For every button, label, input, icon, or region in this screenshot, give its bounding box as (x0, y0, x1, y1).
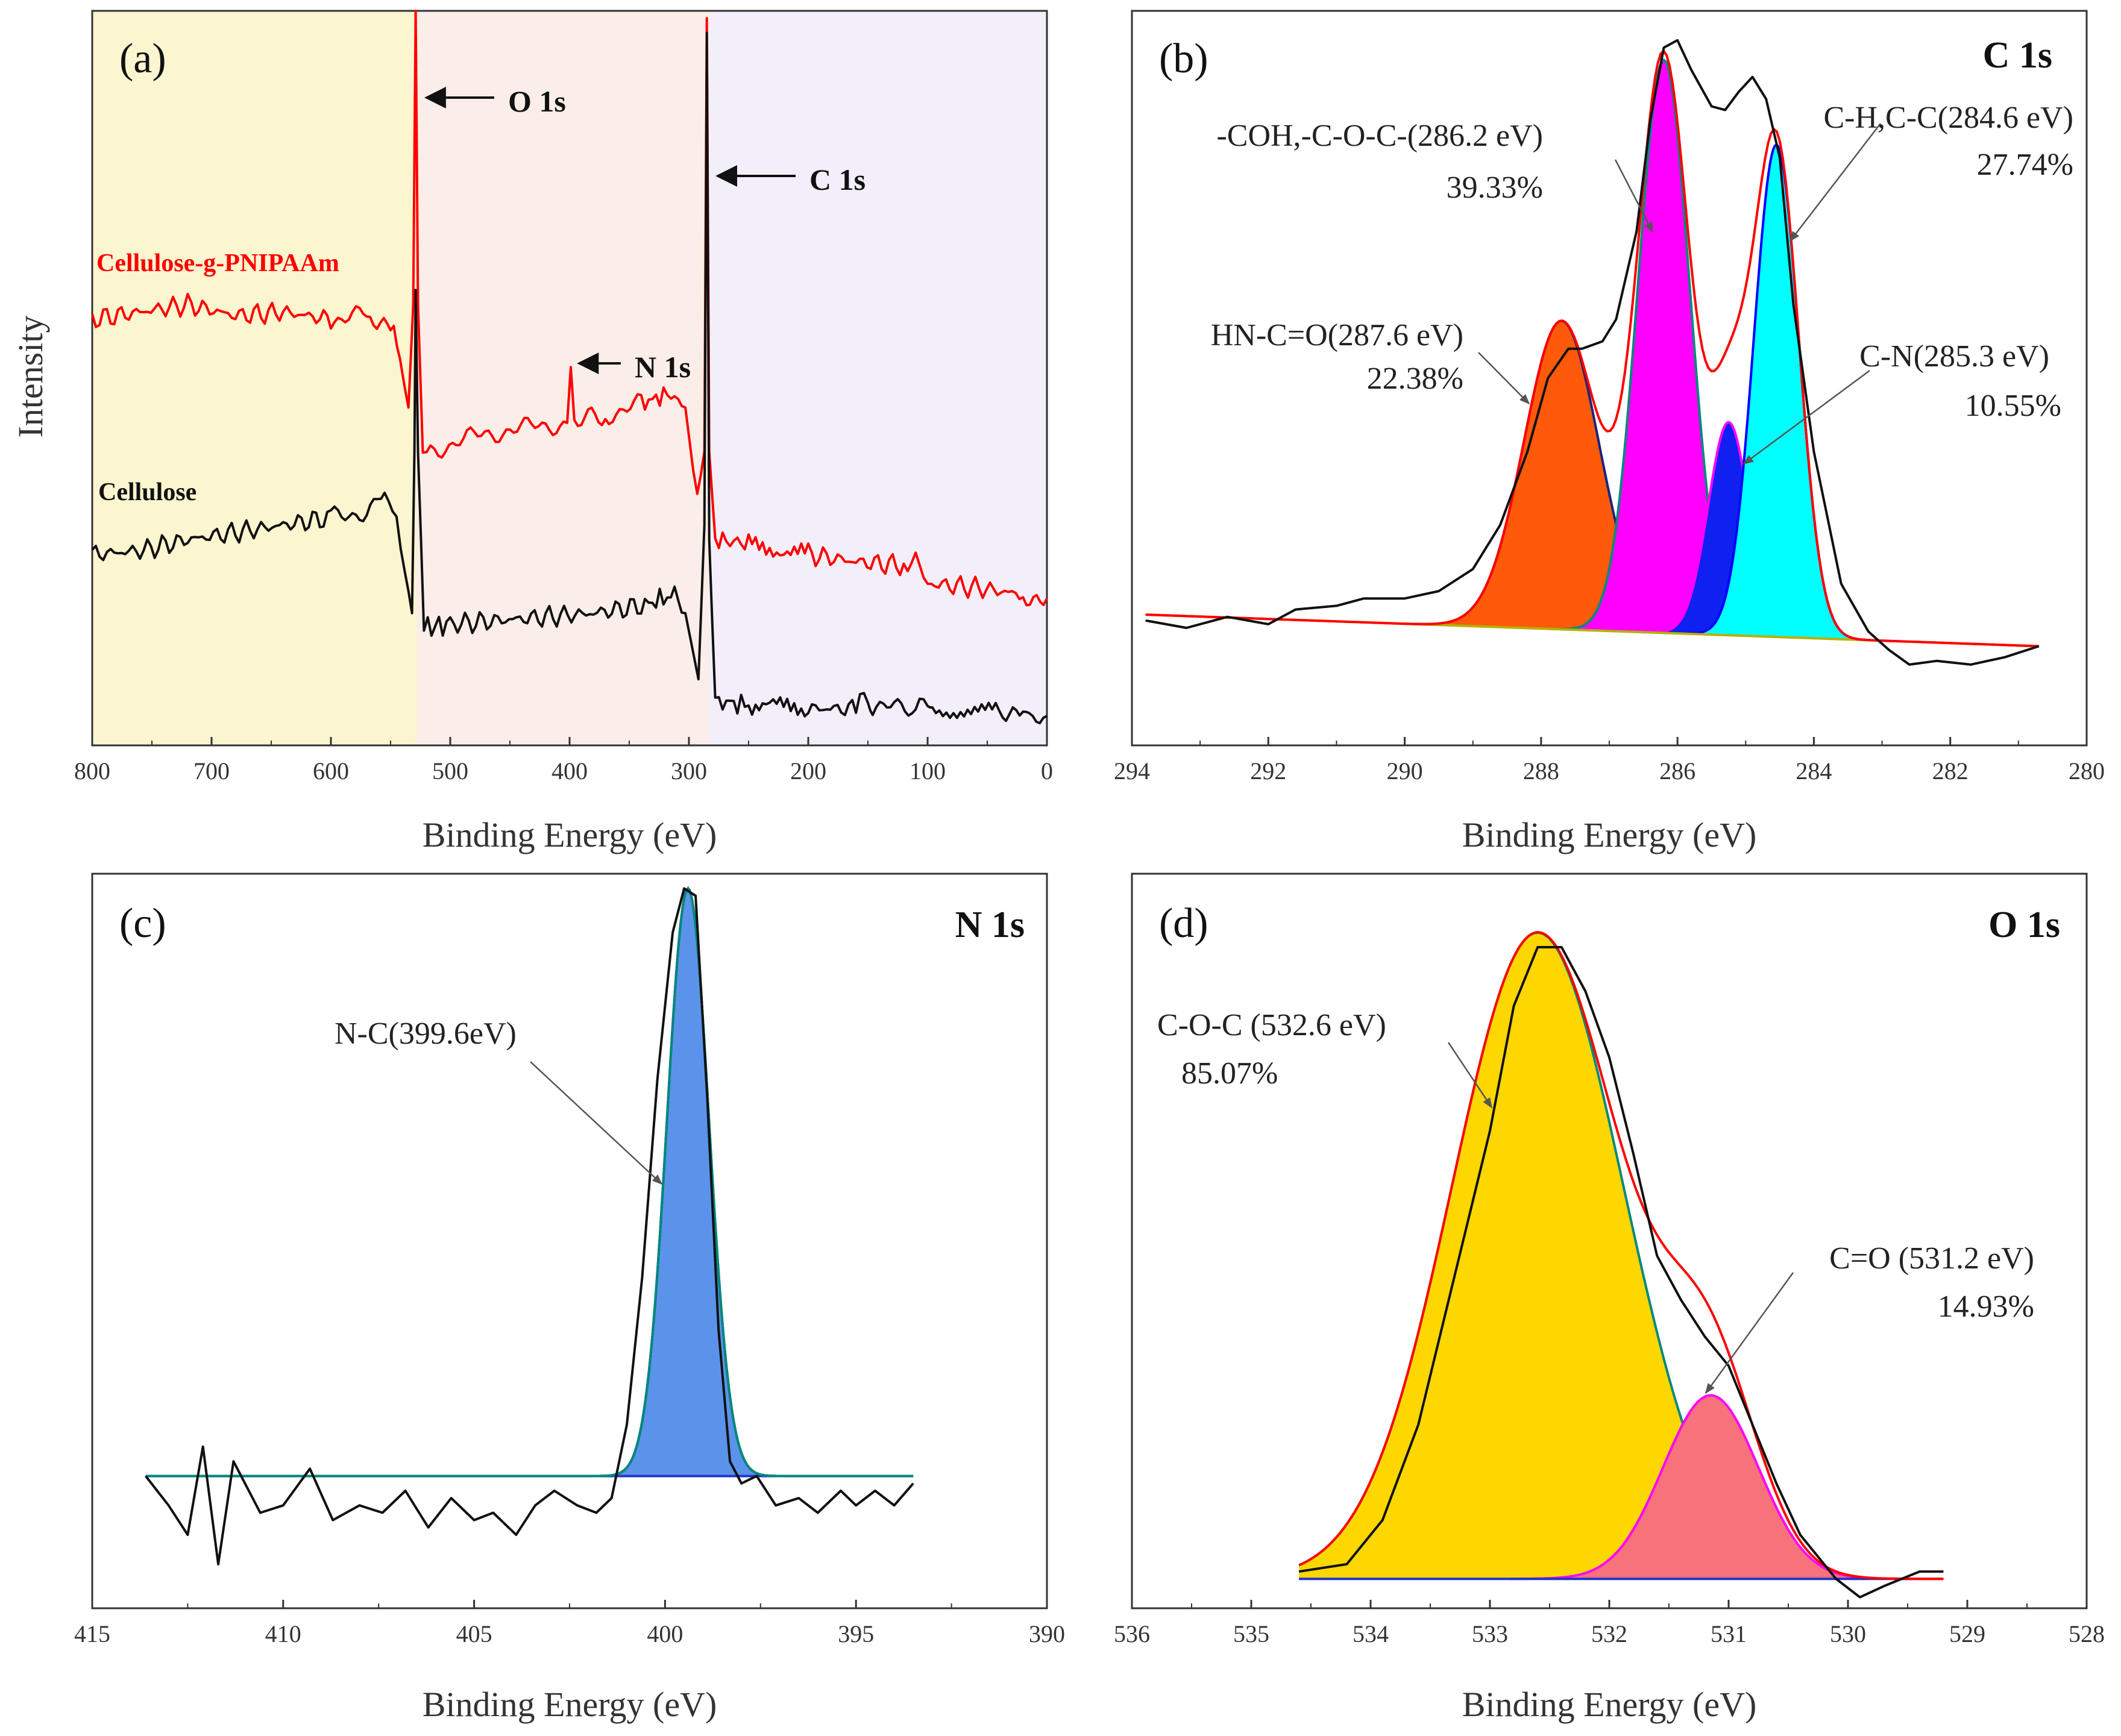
panel-c-label-leader (530, 1061, 663, 1185)
panel-a-region-band (416, 11, 709, 745)
panel-d-x-tick-label: 530 (1830, 1620, 1866, 1647)
panel-b-peak-fill-2 (1642, 422, 1815, 639)
panel-a-peak-annotation: O 1s (508, 84, 566, 118)
panel-c-x-tick-label: 400 (647, 1620, 683, 1647)
panel-b-raw-spectrum (1145, 39, 2040, 666)
panel-b-peak-label: HN-C=O(287.6 eV) (1211, 318, 1463, 353)
panel-d-x-tick-label: 534 (1353, 1620, 1389, 1647)
panel-a-x-tick-label: 800 (74, 757, 110, 785)
panel-c-peak-fill-0 (600, 888, 776, 1476)
panel-b-x-axis-title: Binding Energy (eV) (1462, 815, 1757, 854)
panel-d-fit-envelope (1298, 931, 1944, 1581)
panel-c-plot-frame (91, 873, 1048, 1609)
panel-d-x-tick-label: 531 (1711, 1620, 1747, 1647)
panel-c-fit-envelope (145, 886, 914, 1477)
panel-b-panel-label: (b) (1159, 36, 1208, 82)
panel-a-y-axis-title: Intensity (11, 316, 50, 438)
panel-c-region-title: N 1s (955, 904, 1025, 945)
panel-b-x-tick-label: 280 (2069, 757, 2105, 785)
panel-a-x-tick-label: 400 (551, 757, 588, 785)
panel-c-x-tick-label: 395 (838, 1620, 874, 1647)
panel-d-label-leader (1447, 1042, 1493, 1109)
panel-b-label-leader (1742, 369, 1870, 465)
panel-b-peak-percent: 22.38% (1367, 362, 1463, 396)
panel-b-label-leader (1478, 352, 1530, 405)
panel-a-series-label: Cellulose-g-PNIPAAm (96, 249, 339, 277)
panel-c-peak-label: N-C(399.6eV) (335, 1017, 517, 1051)
panel-d-region-title: O 1s (1988, 904, 2060, 945)
panel-b-x-tick-label: 284 (1796, 757, 1832, 785)
panel-b-peak-fill-0 (1404, 321, 1720, 635)
panel-c-raw-spectrum (145, 887, 914, 1565)
panel-c-x-axis-title: Binding Energy (eV) (423, 1685, 717, 1724)
panel-a-region-band (709, 11, 1047, 745)
panel-c-x-tick-label: 415 (74, 1620, 110, 1647)
panel-b-peak-label: -COH,-C-O-C-(286.2 eV) (1216, 119, 1543, 153)
panel-a-series-line-cellulose (91, 31, 1048, 725)
panel-a-series-line-cellulose-g-pnipaam (91, 10, 1048, 607)
panel-d-peak-label: C=O (531.2 eV) (1829, 1241, 2034, 1276)
panel-b-peak-label: C-N(285.3 eV) (1859, 339, 2049, 374)
panel-b-label-leader (1614, 159, 1654, 233)
panel-b-peak-label: C-H,C-C(284.6 eV) (1823, 101, 2073, 135)
panel-d-panel-label: (d) (1159, 900, 1208, 947)
panel-b-x-tick-label: 288 (1523, 757, 1559, 785)
panel-d-x-tick-label: 535 (1233, 1620, 1269, 1647)
panel-d-peak-percent: 14.93% (1938, 1289, 2034, 1324)
panel-d-x-axis-title: Binding Energy (eV) (1462, 1685, 1757, 1724)
panel-a-x-axis-title: Binding Energy (eV) (423, 815, 717, 854)
panel-a-x-tick-label: 200 (790, 757, 826, 785)
panel-d-peak-fill-0 (1299, 932, 1899, 1579)
panel-c-x-tick-label: 410 (265, 1620, 301, 1647)
panel-c-x-tick-label: 390 (1029, 1620, 1065, 1647)
panel-a-x-tick-label: 500 (432, 757, 468, 785)
panel-b-x-tick-label: 294 (1114, 757, 1150, 785)
panel-b-peak-fill-1 (1554, 60, 1773, 637)
panel-c-panel-label: (c) (119, 900, 166, 947)
panel-b-peak-percent: 10.55% (1965, 389, 2061, 423)
panel-d-label-leader (1705, 1272, 1794, 1394)
panel-a-x-tick-label: 600 (313, 757, 349, 785)
panel-b-x-tick-label: 292 (1250, 757, 1286, 785)
panel-d-x-tick-label: 532 (1591, 1620, 1627, 1647)
panel-b-label-leader (1789, 123, 1881, 242)
panel-b-peak-percent: 27.74% (1977, 148, 2073, 182)
panel-a-x-tick-label: 700 (193, 757, 230, 785)
panel-d-x-tick-label: 536 (1114, 1620, 1150, 1647)
panel-d-raw-spectrum (1298, 945, 1944, 1599)
panel-a-series-label: Cellulose (98, 478, 196, 506)
panel-a-peak-annotation: N 1s (635, 350, 691, 384)
panel-d-peak-percent: 85.07% (1181, 1056, 1278, 1091)
panel-b-x-tick-label: 290 (1387, 757, 1423, 785)
panel-b-peak-fill-3 (1682, 145, 1871, 641)
panel-a-panel-label: (a) (119, 36, 166, 82)
panel-a-x-tick-label: 100 (910, 757, 946, 785)
panel-b-peak-percent: 39.33% (1447, 171, 1543, 205)
panel-b-x-tick-label: 282 (1932, 757, 1969, 785)
panel-d-peak-fill-1 (1510, 1395, 1911, 1579)
panel-d-x-tick-label: 528 (2069, 1620, 2105, 1647)
panel-b-region-title: C 1s (1983, 35, 2052, 76)
panel-a-region-band (92, 11, 417, 745)
panel-b-x-tick-label: 286 (1659, 757, 1695, 785)
panel-d-peak-label: C-O-C (532.6 eV) (1157, 1008, 1386, 1042)
panel-a-x-tick-label: 0 (1041, 757, 1053, 785)
panel-b-fit-envelope (1145, 49, 2039, 648)
panel-d-x-tick-label: 533 (1472, 1620, 1508, 1647)
panel-c-x-tick-label: 405 (456, 1620, 492, 1647)
panel-a-peak-annotation: C 1s (809, 163, 866, 196)
panel-d-x-tick-label: 529 (1949, 1620, 1985, 1647)
panel-a-x-tick-label: 300 (671, 757, 707, 785)
